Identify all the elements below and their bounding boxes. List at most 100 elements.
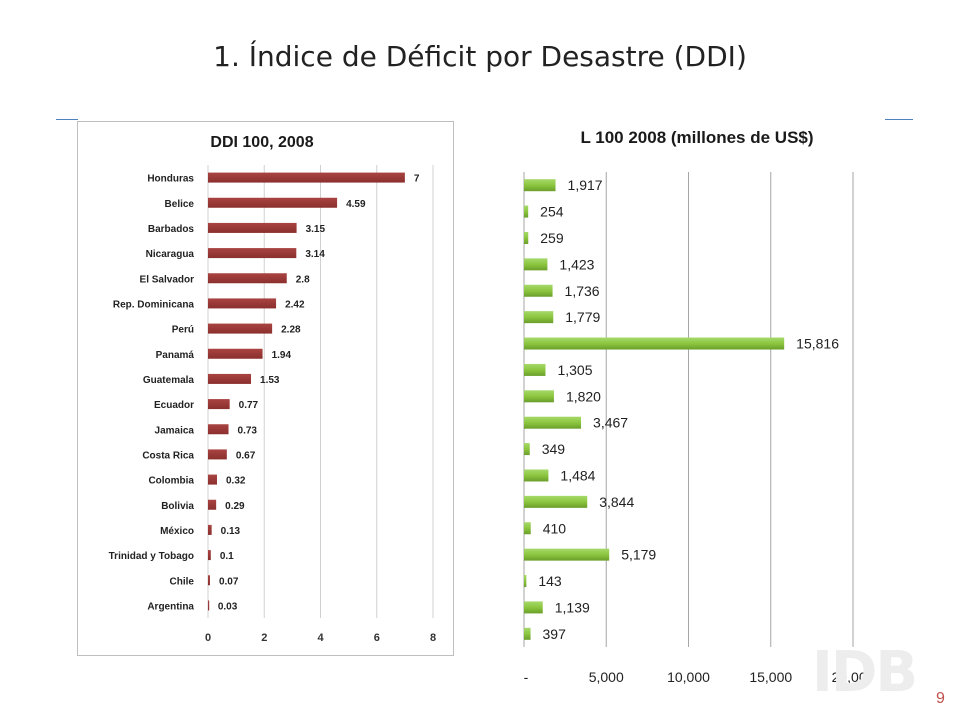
l100-x-tick-label: 20,000 [832, 669, 870, 685]
l100-value-label: 1,139 [555, 599, 590, 615]
l100-bar [524, 601, 543, 614]
l100-bar [524, 522, 531, 535]
ddi-chart: DDI 100, 2008 Honduras Belice Barbados Nica… [77, 121, 454, 656]
ddi-bar [208, 197, 338, 208]
ddi-bar [208, 248, 297, 259]
ddi-bar [208, 323, 273, 334]
ddi-chart-title: DDI 100, 2008 [210, 134, 313, 151]
l100-value-label: 1,736 [565, 283, 600, 299]
page-number: 9 [936, 690, 945, 707]
ddi-category-label: Guatemala [143, 375, 195, 386]
ddi-value-label: 0.13 [221, 526, 241, 537]
l100-value-label: 3,844 [599, 494, 634, 510]
ddi-bar [208, 424, 229, 435]
l100-bar [524, 284, 553, 297]
ddi-bar [208, 373, 252, 384]
l100-value-label: 1,820 [566, 388, 601, 404]
ddi-bar [208, 348, 263, 359]
ddi-value-label: 0.1 [220, 551, 234, 562]
ddi-category-label: El Salvador [140, 274, 195, 285]
ddi-bar [208, 474, 217, 485]
ddi-x-tick-label: 6 [374, 632, 380, 644]
idb-logo-watermark: IDB [812, 640, 918, 705]
ddi-bar [208, 298, 277, 309]
l100-value-label: 254 [540, 204, 564, 220]
l100-bar [524, 231, 529, 244]
ddi-category-label: Colombia [148, 476, 194, 487]
l100-value-label: 3,467 [593, 415, 628, 431]
ddi-value-label: 7 [414, 174, 420, 185]
l100-bar [524, 469, 549, 482]
ddi-bar [208, 222, 297, 233]
ddi-bar [208, 273, 287, 284]
l100-bar [524, 548, 610, 561]
l100-value-label: 1,779 [565, 309, 600, 325]
ddi-bar [208, 524, 212, 535]
ddi-x-tick-label: 0 [205, 632, 211, 644]
ddi-value-label: 3.15 [306, 224, 326, 235]
ddi-x-tick-label: 8 [430, 632, 436, 644]
l100-bar [524, 575, 527, 588]
ddi-value-label: 2.42 [285, 299, 305, 310]
ddi-category-label: Trinidad y Tobago [109, 551, 194, 562]
ddi-category-label: Panamá [156, 350, 195, 361]
slide-title: 1. Índice de Déficit por Desastre (DDI) [213, 40, 747, 73]
l100-value-label: 397 [543, 626, 567, 642]
ddi-bar [208, 550, 211, 561]
ddi-x-tick-label: 4 [317, 632, 324, 644]
title-rule-left [56, 119, 78, 120]
l100-bar [524, 627, 531, 640]
l100-bar [524, 258, 548, 271]
l100-bar [524, 443, 530, 456]
l100-x-tick-label: 10,000 [667, 669, 710, 685]
l100-value-label: 1,305 [557, 362, 592, 378]
l100-value-label: 143 [538, 573, 562, 589]
ddi-bar [208, 449, 227, 460]
l100-x-tick-label: 5,000 [589, 669, 624, 685]
l100-bar [524, 179, 556, 192]
ddi-bar [208, 399, 230, 410]
ddi-value-label: 2.28 [281, 325, 301, 336]
ddi-value-label: 4.59 [346, 199, 366, 210]
ddi-value-label: 0.29 [225, 501, 245, 512]
ddi-value-label: 0.07 [219, 576, 239, 587]
title-rule-right [885, 119, 913, 120]
ddi-value-label: 0.67 [236, 450, 256, 461]
ddi-category-label: Jamaica [155, 425, 195, 436]
ddi-bar [208, 575, 210, 586]
ddi-category-label: Perú [172, 325, 194, 336]
ddi-category-label: Barbados [148, 224, 195, 235]
ddi-bar [208, 499, 217, 510]
ddi-value-label: 0.77 [239, 400, 259, 411]
ddi-category-label: Belice [165, 199, 195, 210]
l100-x-tick-label: 15,000 [749, 669, 792, 685]
l100-bar [524, 390, 554, 403]
ddi-category-label: México [160, 526, 194, 537]
l100-bar [524, 416, 582, 429]
ddi-bar [208, 172, 405, 183]
ddi-value-label: 0.32 [226, 476, 246, 487]
ddi-value-label: 0.73 [238, 425, 258, 436]
ddi-bar [208, 600, 210, 611]
l100-bar [524, 311, 554, 324]
l100-value-label: 349 [542, 441, 566, 457]
ddi-category-label: Argentina [147, 601, 194, 612]
ddi-value-label: 0.03 [218, 601, 238, 612]
l100-bar [524, 205, 529, 218]
ddi-value-label: 2.8 [296, 274, 310, 285]
l100-chart-title: L 100 2008 (millones de US$) [580, 128, 813, 147]
l100-value-label: 1,484 [560, 467, 595, 483]
l100-x-tick-label: - [524, 669, 529, 685]
l100-bar [524, 363, 546, 376]
l100-bar [524, 337, 785, 350]
l100-value-label: 15,816 [796, 336, 839, 352]
ddi-value-label: 1.94 [272, 350, 292, 361]
l100-value-label: 1,423 [559, 256, 594, 272]
l100-value-label: 5,179 [621, 547, 656, 563]
l100-bar [524, 495, 588, 508]
l100-value-label: 259 [540, 230, 564, 246]
ddi-x-tick-label: 2 [261, 632, 267, 644]
ddi-category-label: Costa Rica [142, 450, 194, 461]
ddi-category-label: Chile [170, 576, 195, 587]
